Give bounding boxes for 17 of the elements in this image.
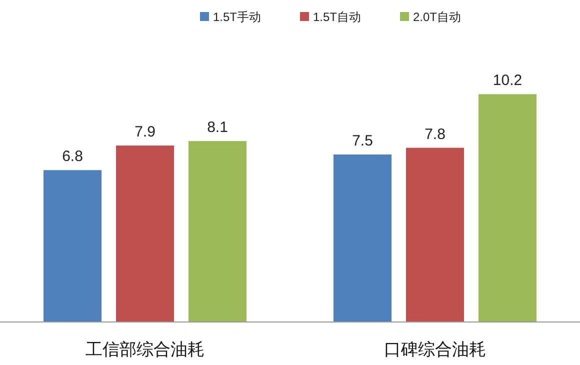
data-label: 6.8 <box>62 148 83 166</box>
legend-label: 2.0T自动 <box>413 10 462 24</box>
bar <box>116 146 174 322</box>
data-label: 7.9 <box>134 124 156 141</box>
bar <box>188 141 246 322</box>
data-label: 10.2 <box>492 72 522 90</box>
x-tick-label: 口碑综合油耗 <box>384 340 486 359</box>
bar <box>334 154 392 322</box>
bar <box>44 170 102 322</box>
data-label: 7.5 <box>352 132 373 150</box>
bar <box>406 148 464 322</box>
legend-label: 1.5T自动 <box>313 10 362 24</box>
data-label: 7.8 <box>424 126 446 143</box>
legend-label: 1.5T手动 <box>213 10 262 24</box>
bar <box>478 94 536 322</box>
data-label: 8.1 <box>207 119 228 136</box>
x-tick-label: 工信部综合油耗 <box>86 340 204 359</box>
